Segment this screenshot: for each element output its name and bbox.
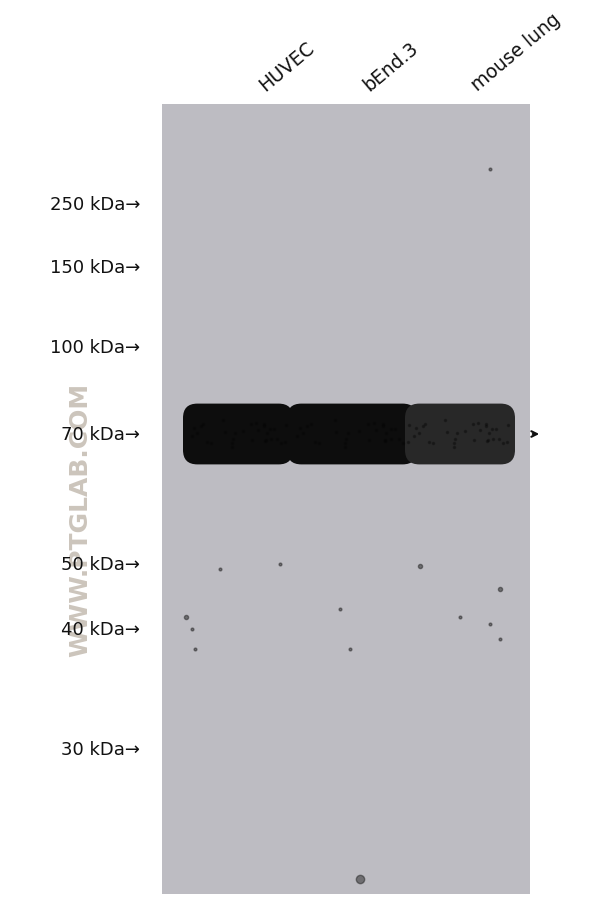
Text: bEnd.3: bEnd.3 [360, 39, 422, 95]
Bar [162, 105, 530, 894]
Text: 40 kDa→: 40 kDa→ [61, 621, 140, 639]
FancyBboxPatch shape [405, 404, 515, 465]
Text: WWW.PTGLAB.COM: WWW.PTGLAB.COM [68, 382, 92, 657]
Text: 30 kDa→: 30 kDa→ [61, 741, 140, 759]
Text: 100 kDa→: 100 kDa→ [50, 338, 140, 356]
Text: mouse lung: mouse lung [468, 10, 564, 95]
Text: 150 kDa→: 150 kDa→ [50, 259, 140, 277]
FancyBboxPatch shape [287, 404, 417, 465]
Text: 70 kDa→: 70 kDa→ [61, 426, 140, 444]
Text: 50 kDa→: 50 kDa→ [61, 556, 140, 574]
Text: 250 kDa→: 250 kDa→ [49, 196, 140, 214]
FancyBboxPatch shape [183, 404, 293, 465]
Text: HUVEC: HUVEC [255, 38, 317, 95]
